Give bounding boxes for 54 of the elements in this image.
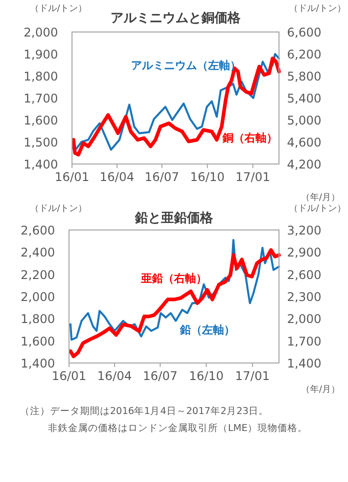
y2-tick-label: 6,200 <box>287 48 322 62</box>
text: （注）データ期間は2016年1月4日～2017年2月23日。 <box>20 405 269 417</box>
y2-tick-label: 1,700 <box>287 334 322 348</box>
y-tick-label: 1,600 <box>24 114 58 128</box>
y-tick-label: 1,400 <box>24 158 58 172</box>
chart-title: 鉛と亜鉛価格 <box>134 211 214 226</box>
series-label: 鉛（左軸） <box>179 324 236 337</box>
series-label: アルミニウム（左軸） <box>130 58 241 72</box>
y2-axis-title: （ドル/トン） <box>288 204 346 214</box>
x-tick-label: 16/01 <box>54 170 90 184</box>
x-tick-label: 16/07 <box>142 369 178 383</box>
y-axis-title: （ドル/トン） <box>30 204 88 214</box>
y2-axis-title: （ドル/トン） <box>288 4 346 14</box>
y2-tick-label: 5,000 <box>287 114 322 128</box>
y2-tick-label: 4,200 <box>287 158 322 172</box>
line-series <box>68 248 281 358</box>
x-axis-title: （年/月） <box>300 192 340 203</box>
y-axis-title: （ドル/トン） <box>30 4 88 14</box>
y-tick-label: 1,400 <box>20 356 55 370</box>
x-tick-label: 17/01 <box>235 369 270 383</box>
text: 非鉄金属の価格はロンドン金属取引所（LME）現物価格。 <box>48 422 308 434</box>
y2-tick-label: 1,400 <box>287 356 322 370</box>
y-tick-label: 2,000 <box>24 26 58 40</box>
y-tick-label: 1,600 <box>20 334 55 348</box>
y2-tick-label: 2,600 <box>287 268 322 282</box>
y2-tick-label: 4,600 <box>287 136 322 150</box>
y-tick-label: 2,000 <box>20 290 55 304</box>
chart-title: アルミニウムと銅価格 <box>110 11 242 26</box>
x-tick-label: 16/10 <box>190 170 225 184</box>
y-tick-label: 2,200 <box>20 268 55 282</box>
x-tick-label: 16/01 <box>52 369 86 383</box>
y-tick-label: 1,800 <box>24 70 58 84</box>
y2-tick-label: 2,300 <box>287 290 322 304</box>
y-tick-label: 2,400 <box>20 246 55 260</box>
series-label: 銅（右軸） <box>222 132 278 145</box>
y-tick-label: 1,900 <box>24 48 58 62</box>
y2-tick-label: 6,600 <box>287 26 322 40</box>
y2-tick-label: 5,400 <box>287 92 322 106</box>
line-series <box>70 238 280 341</box>
y2-tick-label: 3,200 <box>287 224 322 238</box>
x-axis-title: （年/月） <box>300 384 340 395</box>
y2-tick-label: 2,900 <box>287 246 322 260</box>
x-tick-label: 16/10 <box>189 369 224 383</box>
x-tick-label: 16/04 <box>97 369 132 383</box>
x-tick-label: 17/01 <box>236 170 270 184</box>
y-tick-label: 2,600 <box>20 224 55 238</box>
series-label: 亜鉛（右軸） <box>140 272 207 285</box>
x-tick-label: 16/04 <box>100 170 134 184</box>
y-tick-label: 1,800 <box>20 312 55 326</box>
y-tick-label: 1,500 <box>24 136 58 150</box>
y2-tick-label: 2,000 <box>287 312 322 326</box>
x-tick-label: 16/07 <box>144 170 180 184</box>
y2-tick-label: 5,800 <box>287 70 322 84</box>
y-tick-label: 1,700 <box>24 92 58 106</box>
